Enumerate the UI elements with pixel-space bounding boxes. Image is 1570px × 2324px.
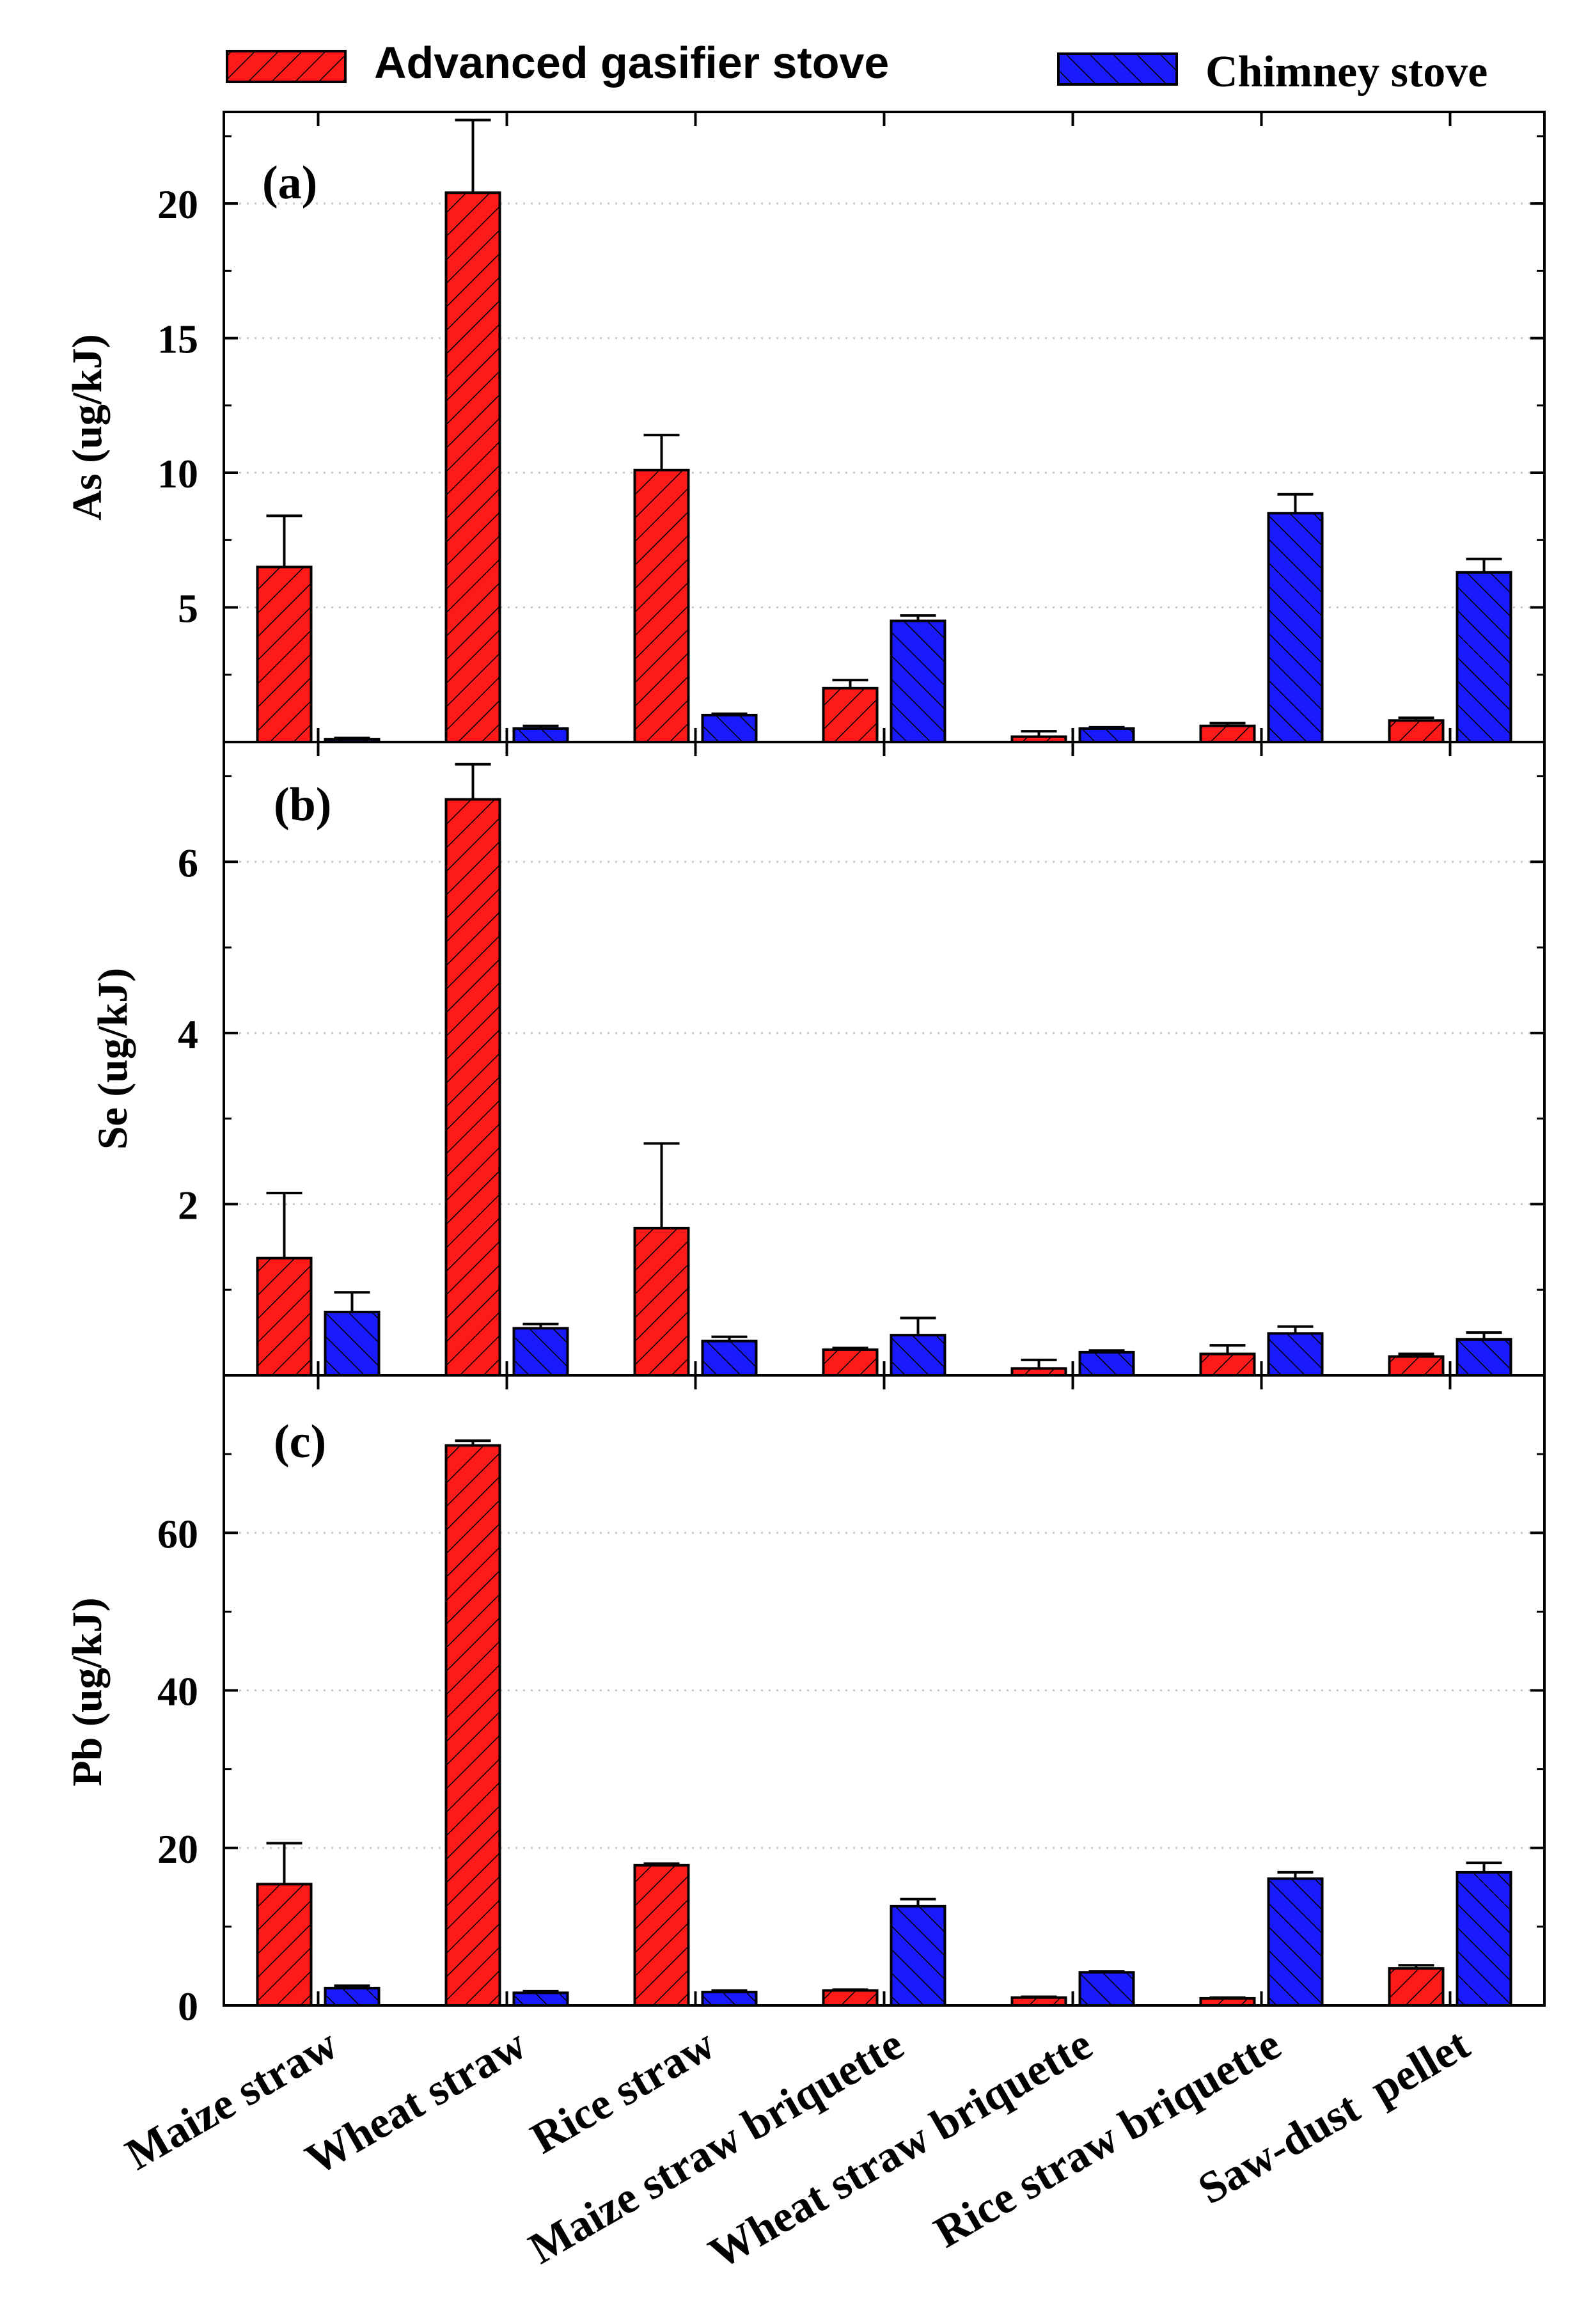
panel-se-bars <box>256 763 1512 1377</box>
panel-pb-grid <box>224 1531 1544 1849</box>
bar-advanced-se-5 <box>1199 1352 1256 1377</box>
panel-as-label: (a) <box>262 157 317 209</box>
bar-advanced-pb-1 <box>444 1444 501 2007</box>
bar-chimney-as-5 <box>1267 512 1324 743</box>
bar-advanced-pb-0 <box>256 1883 313 2007</box>
bar-chimney-se-5 <box>1267 1332 1324 1377</box>
bar-advanced-se-3 <box>822 1348 879 1377</box>
panel-pb-ytick-label: 0 <box>178 1984 198 2029</box>
bar-chimney-as-3 <box>890 619 946 743</box>
panel-pb-ticks: 0 20 40 60 <box>157 1375 1544 2029</box>
bar-chimney-pb-2 <box>701 1991 758 2007</box>
bar-advanced-pb-3 <box>822 1989 879 2007</box>
bar-advanced-se-6 <box>1388 1355 1445 1377</box>
legend-swatch-advanced <box>226 50 347 83</box>
panel-se: 2 4 6 (b) Se (ug/kJ) <box>90 741 1546 1377</box>
bar-advanced-as-1 <box>444 191 501 743</box>
panel-as-grid <box>224 202 1544 609</box>
panel-se-ticks: 2 4 6 <box>178 742 1544 1375</box>
bar-chimney-as-6 <box>1456 571 1512 743</box>
panel-pb-ytick-label: 40 <box>157 1669 198 1714</box>
panel-pb-label: (c) <box>274 1416 326 1468</box>
bar-advanced-pb-2 <box>633 1863 690 2007</box>
bar-chimney-pb-1 <box>512 1991 569 2007</box>
x-category-label: Rice straw briquette <box>926 2020 1289 2257</box>
panel-se-frame <box>223 741 1546 1377</box>
bar-advanced-as-0 <box>256 565 313 744</box>
panel-se-ylabel: Se (ug/kJ) <box>90 968 136 1150</box>
bar-chimney-pb-5 <box>1267 1877 1324 2007</box>
bar-chimney-se-0 <box>324 1311 381 1377</box>
bar-chimney-as-2 <box>701 713 758 744</box>
panel-as-ticks: 5 10 15 20 <box>157 112 1544 742</box>
bar-chimney-pb-6 <box>1456 1870 1512 2007</box>
panel-se-ytick-label: 4 <box>178 1011 198 1057</box>
panel-pb-ytick-label: 60 <box>157 1511 198 1556</box>
panel-as-bars <box>256 118 1512 744</box>
panel-se-label: (b) <box>274 779 331 831</box>
panel-pb-bars <box>256 1439 1512 2007</box>
panel-as-ytick-label: 15 <box>157 317 198 362</box>
legend-swatch-chimney <box>1057 52 1178 86</box>
legend-label-chimney: Chimney stove <box>1205 47 1488 97</box>
bar-chimney-se-4 <box>1078 1350 1135 1377</box>
panel-se-grid <box>224 860 1544 1205</box>
panel-pb: 0 20 40 60 (c) Pb (ug/kJ) <box>64 1374 1546 2029</box>
bar-chimney-se-3 <box>890 1334 946 1377</box>
panel-pb-ytick-label: 20 <box>157 1826 198 1872</box>
bar-advanced-se-1 <box>444 798 501 1377</box>
bar-chimney-se-6 <box>1456 1338 1512 1377</box>
panel-as-frame <box>223 111 1546 743</box>
bar-chimney-pb-4 <box>1078 1971 1135 2007</box>
legend-label-advanced: Advanced gasifier stove <box>374 38 889 88</box>
panel-as-ylabel: As (ug/kJ) <box>64 334 111 521</box>
bar-chimney-pb-3 <box>890 1904 946 2007</box>
panel-se-ytick-label: 6 <box>178 840 198 885</box>
bar-advanced-as-5 <box>1199 724 1256 743</box>
panel-as-ytick-label: 5 <box>178 586 198 631</box>
panel-pb-frame <box>223 1374 1546 2007</box>
bar-advanced-pb-6 <box>1388 1967 1445 2007</box>
panel-pb-ylabel: Pb (ug/kJ) <box>64 1597 111 1786</box>
bar-chimney-pb-0 <box>324 1986 381 2007</box>
legend: Advanced gasifier stove Chimney stove <box>226 38 1488 97</box>
panel-as-ytick-label: 10 <box>157 451 198 496</box>
bar-chimney-as-4 <box>1078 727 1135 744</box>
bar-chimney-se-2 <box>701 1340 758 1377</box>
bar-advanced-se-0 <box>256 1256 313 1377</box>
bar-advanced-se-2 <box>633 1226 690 1377</box>
bar-chimney-se-1 <box>512 1327 569 1377</box>
bar-advanced-as-6 <box>1388 719 1445 744</box>
bar-chimney-as-1 <box>512 727 569 744</box>
bar-advanced-as-2 <box>633 468 690 743</box>
bar-advanced-as-3 <box>822 686 879 744</box>
panel-se-ytick-label: 2 <box>178 1182 198 1228</box>
panel-as-ytick-label: 20 <box>157 182 198 227</box>
panel-as: 5 10 15 20 (a) As (ug/kJ) <box>64 111 1546 744</box>
